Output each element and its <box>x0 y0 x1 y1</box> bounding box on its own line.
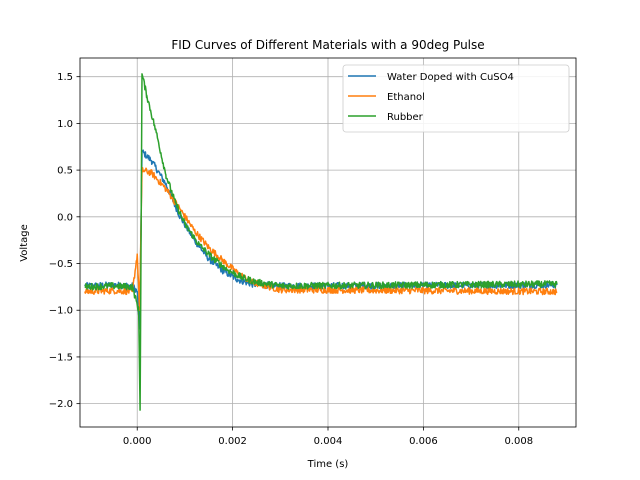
legend-box <box>342 64 570 133</box>
y-tick-label: −0.5 <box>49 259 73 270</box>
y-tick-label: 0.0 <box>57 212 73 223</box>
y-tick-label: −1.5 <box>49 352 73 363</box>
legend-label: Water Doped with CuSO4 <box>387 72 514 83</box>
y-tick-label: 0.5 <box>57 166 73 177</box>
legend-label: Ethanol <box>387 92 425 103</box>
series-layer <box>84 73 558 411</box>
series-line-1 <box>84 166 558 311</box>
y-tick-label: 1.5 <box>57 72 73 83</box>
x-tick-label: 0.004 <box>314 436 343 447</box>
y-tick-label: −2.0 <box>49 399 73 410</box>
y-tick-label: −1.0 <box>49 306 73 317</box>
y-tick-label: 1.0 <box>57 119 73 130</box>
x-tick-label: 0.002 <box>218 436 247 447</box>
series-line-2 <box>84 73 558 411</box>
ticks: 0.000 0.002 0.004 0.006 0.008 −2.0 −1.5 −1.0 −0.… <box>49 72 533 447</box>
legend: Water Doped with CuSO4 Ethanol Rubber <box>342 64 570 133</box>
legend-label: Rubber <box>387 112 424 123</box>
y-axis-label: Voltage <box>19 224 30 262</box>
x-tick-label: 0.006 <box>409 436 438 447</box>
x-axis-label: Time (s) <box>307 459 349 470</box>
x-tick-label: 0.000 <box>123 436 152 447</box>
chart-title: FID Curves of Different Materials with a… <box>171 38 484 52</box>
x-tick-label: 0.008 <box>504 436 533 447</box>
